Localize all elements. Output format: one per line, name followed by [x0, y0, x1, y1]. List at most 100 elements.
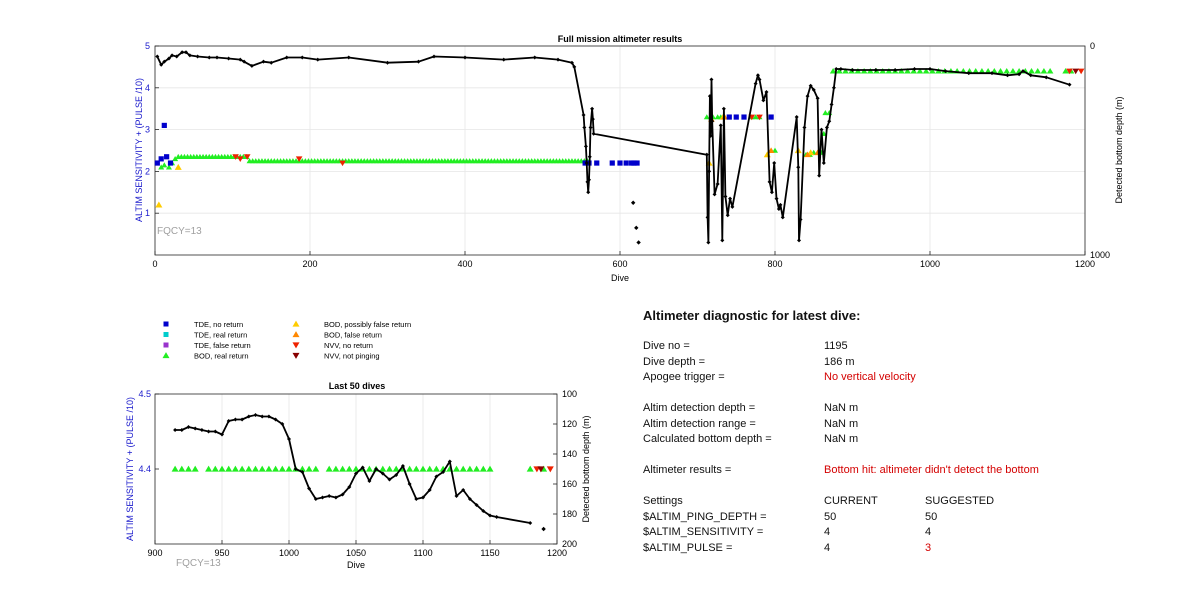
depth-marker [213, 429, 218, 434]
setting-name: $ALTIM_PULSE = [643, 541, 733, 554]
depth-marker [432, 54, 436, 59]
bod-real-marker [703, 114, 710, 120]
depth-marker [481, 509, 486, 513]
x-tick-label: 800 [767, 259, 782, 269]
legend-label: BOD, possibly false return [324, 320, 411, 329]
depth-marker [586, 190, 591, 195]
x-tick-label: 1000 [279, 548, 299, 558]
depth-marker [461, 488, 466, 492]
depth-marker [162, 59, 167, 64]
depth-marker [193, 426, 198, 431]
bod-real-marker [365, 465, 373, 472]
fqcy-annotation: FQCY=13 [157, 226, 202, 237]
bod-real-marker [453, 465, 460, 472]
bod-real-marker [205, 465, 213, 472]
y2-axis-label: Detected bottom depth (m) [1114, 96, 1124, 203]
depth-marker [838, 66, 843, 71]
bod-real-marker [172, 156, 179, 162]
legend-marker [163, 321, 169, 327]
x-axis-label: Dive [611, 273, 629, 283]
bod-false-marker [804, 151, 811, 158]
x-tick-label: 400 [457, 259, 472, 269]
x-tick-label: 1200 [547, 548, 567, 558]
depth-marker [780, 215, 785, 220]
depth-marker [494, 515, 499, 519]
legend-label: NVV, not pinging [324, 352, 380, 361]
depth-marker [757, 77, 762, 82]
suggested-header: SUGGESTED [925, 495, 995, 507]
depth-marker [416, 59, 421, 64]
depth-marker [340, 492, 345, 497]
bod-real-marker [466, 465, 474, 472]
bod-real-marker [265, 465, 273, 472]
depth-marker [253, 413, 258, 417]
depth-marker [394, 473, 399, 477]
legend-marker [162, 352, 170, 359]
y2-tick-label: 0 [1090, 41, 1095, 51]
depth-marker [313, 497, 318, 501]
bod-real-marker [929, 67, 936, 74]
depth-marker [226, 56, 231, 61]
depth-marker [725, 213, 730, 218]
depth-marker [242, 59, 247, 64]
legend-marker [292, 342, 300, 349]
bod-real-marker [922, 67, 930, 74]
depth-marker [712, 192, 717, 197]
bod-possibly-false-marker [155, 201, 163, 208]
depth-marker [215, 55, 219, 60]
depth-marker [583, 144, 588, 149]
bod-false-marker [767, 147, 775, 153]
nvv-no-return-marker [1077, 68, 1085, 75]
depth-marker [284, 55, 289, 60]
tde-no-return-marker [726, 114, 732, 120]
y2-tick-label: 140 [562, 449, 577, 459]
depth-marker [819, 127, 824, 132]
depth-marker [730, 204, 735, 209]
bod-real-marker [426, 465, 434, 472]
depth-marker [261, 59, 266, 64]
legend-marker [163, 332, 169, 337]
depth-marker [630, 200, 636, 205]
depth-marker [753, 81, 758, 86]
depth-marker [315, 57, 320, 62]
bod-real-marker [272, 465, 280, 472]
tde-no-return-marker [158, 156, 164, 162]
x-axis-label: Dive [347, 560, 365, 570]
depth-marker [528, 521, 533, 525]
depth-marker [240, 417, 245, 422]
bod-real-marker [345, 465, 353, 472]
nvv-no-return-marker [236, 156, 244, 162]
depth-marker [159, 62, 164, 67]
bod-real-marker [822, 110, 829, 116]
depth-marker [266, 414, 271, 419]
nvv-no-return-marker [546, 466, 554, 473]
legend-label: TDE, false return [194, 341, 251, 350]
depth-marker [327, 494, 332, 498]
y-tick-label: 1 [145, 208, 150, 218]
nvv-no-return-marker [756, 114, 763, 121]
x-tick-label: 1000 [920, 259, 940, 269]
settings-label: Settings [643, 495, 683, 507]
legend-marker [163, 342, 169, 348]
dive-depth-value: 186 m [824, 355, 855, 368]
depth-marker [715, 181, 720, 186]
depth-marker [587, 177, 591, 182]
legend-label: TDE, real return [194, 331, 247, 340]
setting-suggested: 3 [925, 541, 932, 554]
depth-marker [718, 123, 723, 128]
nvv-no-return-marker [295, 156, 303, 162]
depth-marker [873, 68, 878, 73]
depth-marker [705, 215, 710, 220]
y2-axis-label: Detected bottom depth (m) [581, 415, 591, 522]
depth-marker [166, 56, 171, 61]
bod-real-marker [910, 67, 918, 74]
bod-real-marker [904, 67, 911, 74]
depth-marker [320, 495, 325, 500]
depth-marker [829, 102, 834, 107]
depth-marker [706, 240, 711, 245]
bod-real-marker [1028, 67, 1035, 74]
full-mission-chart: Full mission altimeter results 0 200 400 60… [134, 34, 1124, 283]
depth-marker [834, 66, 839, 71]
depth-marker [374, 467, 379, 471]
depth-marker [179, 428, 184, 432]
